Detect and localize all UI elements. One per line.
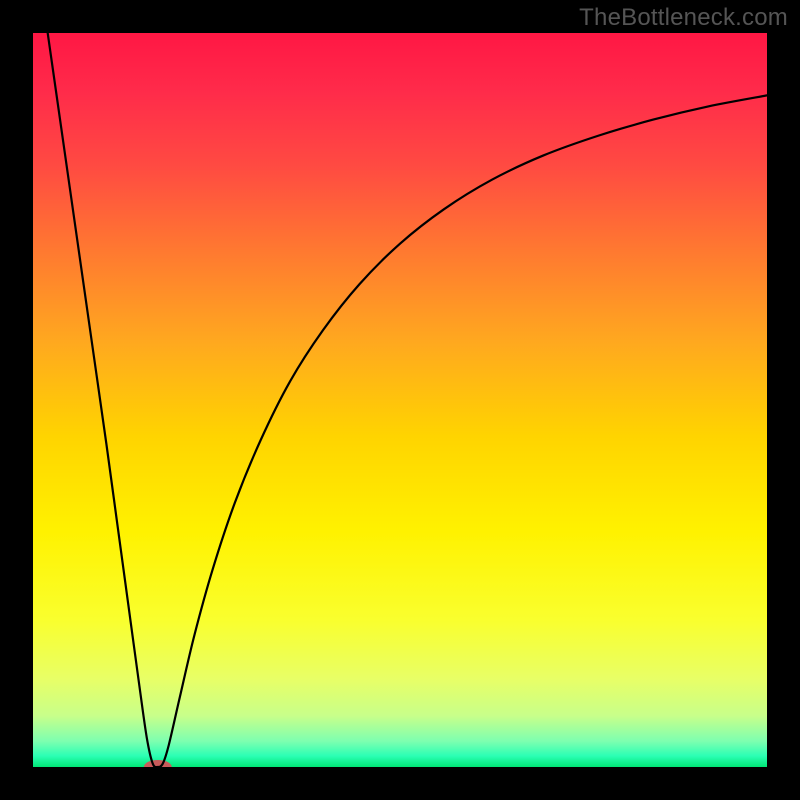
frame-bottom (0, 767, 800, 800)
chart-wrapper: TheBottleneck.com (0, 0, 800, 800)
watermark-text: TheBottleneck.com (579, 4, 788, 32)
chart-svg (0, 0, 800, 800)
plot-area (33, 33, 767, 767)
frame-right (767, 0, 800, 800)
frame-left (0, 0, 33, 800)
